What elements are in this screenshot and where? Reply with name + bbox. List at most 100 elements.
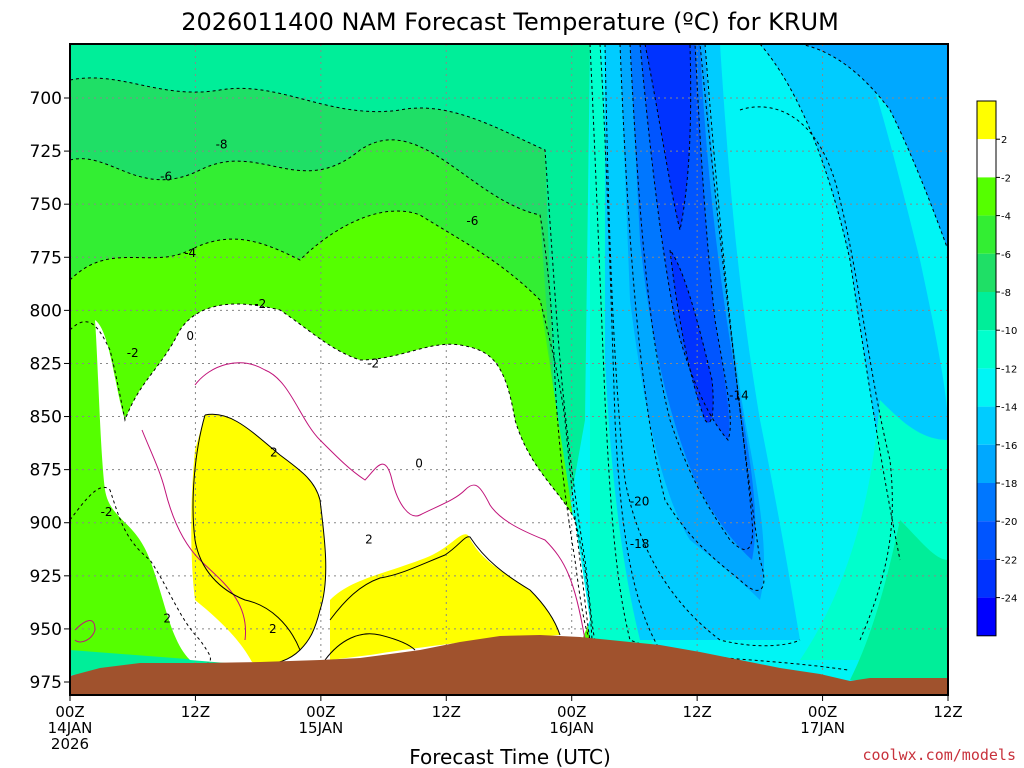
colorbar-band bbox=[977, 483, 996, 522]
x-tick-label: 00Z bbox=[55, 703, 84, 721]
colorbar-tick-label: -10 bbox=[1001, 326, 1017, 337]
contour-label: 2 bbox=[365, 533, 373, 547]
colorbar-band bbox=[977, 368, 996, 407]
contour-label: -2 bbox=[367, 356, 379, 370]
y-tick-label: 925 bbox=[30, 567, 62, 587]
contour-two-secondary bbox=[324, 536, 561, 661]
contour-label: 2 bbox=[163, 611, 171, 625]
x-tick-label: 00Z bbox=[306, 703, 335, 721]
contour-label: -20 bbox=[630, 494, 650, 508]
colorbar-tick-label: -12 bbox=[1001, 364, 1017, 375]
colorbar-band bbox=[977, 330, 996, 369]
contour-label: -2 bbox=[127, 346, 139, 360]
region-minus10-to-minus8-east bbox=[850, 520, 948, 680]
region-minus12-to-minus10 bbox=[590, 44, 660, 660]
y-tick-label: 975 bbox=[30, 673, 62, 693]
contour-minus4 bbox=[69, 210, 591, 641]
x-tick-label: 12Z bbox=[432, 703, 461, 721]
credit-text: coolwx.com/models bbox=[862, 746, 1016, 764]
y-tick-label: 900 bbox=[30, 514, 62, 534]
colorbar-band bbox=[977, 215, 996, 254]
colorbar-tick-label: -8 bbox=[1001, 288, 1011, 299]
contour-label: -2 bbox=[254, 297, 266, 311]
colorbar-tick-label: -24 bbox=[1001, 594, 1017, 605]
contour-minus8 bbox=[69, 77, 596, 641]
contours bbox=[69, 43, 949, 681]
contour-minus2-west bbox=[69, 486, 211, 666]
colorbar-tick-label: -6 bbox=[1001, 250, 1011, 261]
colorbar-band bbox=[977, 597, 996, 636]
contour-label: 0 bbox=[415, 456, 423, 470]
colorbar-tick-label: -20 bbox=[1001, 517, 1017, 528]
y-tick-label: 825 bbox=[30, 354, 62, 374]
contour-minus12 bbox=[599, 43, 893, 671]
colorbar-band bbox=[977, 139, 996, 178]
colorbar-band bbox=[977, 177, 996, 216]
x-tick-label: 16JAN bbox=[549, 719, 594, 737]
colorbar-tick-label: -14 bbox=[1001, 403, 1017, 414]
contour-label: 2 bbox=[270, 446, 278, 460]
region-minus14-to-minus12-east bbox=[739, 106, 895, 641]
y-axis: 700 725 750 775 800 825 850 875 900 925 950 975 bbox=[30, 89, 70, 693]
region-minus24-core bbox=[670, 250, 714, 423]
colorbar-tick-label: -2 bbox=[1001, 173, 1011, 184]
colorbar-band bbox=[977, 521, 996, 560]
contour-label: -6 bbox=[160, 170, 172, 184]
contour-label: -8 bbox=[216, 138, 228, 152]
contour-label: -4 bbox=[184, 246, 196, 260]
x-tick-label: 12Z bbox=[933, 703, 962, 721]
x-tick-label: 12Z bbox=[181, 703, 210, 721]
plot-frame bbox=[69, 43, 949, 696]
x-tick-label: 12Z bbox=[682, 703, 711, 721]
contour-minus16 bbox=[619, 43, 949, 591]
x-tick-label: 2026 bbox=[51, 735, 89, 753]
colorbar-band bbox=[977, 101, 996, 140]
contour-label: 2 bbox=[269, 622, 277, 636]
y-tick-label: 725 bbox=[30, 142, 62, 162]
chart-title: 2026011400 NAM Forecast Temperature (ºC)… bbox=[181, 8, 839, 36]
contour-label: -2 bbox=[101, 505, 113, 519]
x-tick-label: 14JAN bbox=[48, 719, 93, 737]
y-tick-label: 750 bbox=[30, 195, 62, 215]
colorbar-band bbox=[977, 444, 996, 483]
y-tick-label: 700 bbox=[30, 89, 62, 109]
contour-minus20 bbox=[639, 43, 731, 441]
contour-minus18 bbox=[629, 43, 754, 550]
terrain bbox=[70, 635, 948, 695]
contour-minus10 bbox=[589, 43, 841, 681]
colorbar-tick-label: -4 bbox=[1001, 212, 1011, 223]
region-minus18-to-minus16-east bbox=[800, 44, 948, 250]
y-tick-label: 950 bbox=[30, 620, 62, 640]
region-minus24-to-minus22 bbox=[645, 44, 691, 230]
colorbar-band bbox=[977, 292, 996, 331]
contour-minus22 bbox=[644, 43, 714, 423]
y-tick-label: 850 bbox=[30, 408, 62, 428]
contour-zero-west bbox=[74, 620, 96, 643]
colorbar-band bbox=[977, 253, 996, 292]
y-tick-label: 775 bbox=[30, 248, 62, 268]
contour-label: -18 bbox=[630, 537, 650, 551]
colorbar-tick-label: -22 bbox=[1001, 555, 1017, 566]
x-tick-label: 00Z bbox=[808, 703, 837, 721]
colorbar-band bbox=[977, 406, 996, 445]
contour-label: -6 bbox=[466, 214, 478, 228]
contour-two-main bbox=[192, 413, 327, 666]
y-tick-label: 800 bbox=[30, 301, 62, 321]
x-tick-label: 00Z bbox=[557, 703, 586, 721]
contour-minus14 bbox=[604, 43, 901, 647]
colorbar-tick-label: -18 bbox=[1001, 479, 1017, 490]
y-tick-label: 875 bbox=[30, 461, 62, 481]
colorbar: 2 -2 -4 -6 -8 -10 -12 -14 -16 -18 -20 -22 -24 bbox=[976, 100, 1017, 637]
x-tick-label: 15JAN bbox=[298, 719, 343, 737]
region-above-2-main bbox=[191, 414, 326, 665]
contour-label: -14 bbox=[729, 388, 749, 402]
region-minus22-to-minus20 bbox=[640, 44, 730, 440]
colorbar-tick-label: 2 bbox=[1001, 135, 1007, 146]
x-tick-label: 17JAN bbox=[800, 719, 845, 737]
colorbar-band bbox=[977, 559, 996, 598]
contour-label: 0 bbox=[186, 329, 194, 343]
contour-minus6 bbox=[69, 139, 591, 641]
